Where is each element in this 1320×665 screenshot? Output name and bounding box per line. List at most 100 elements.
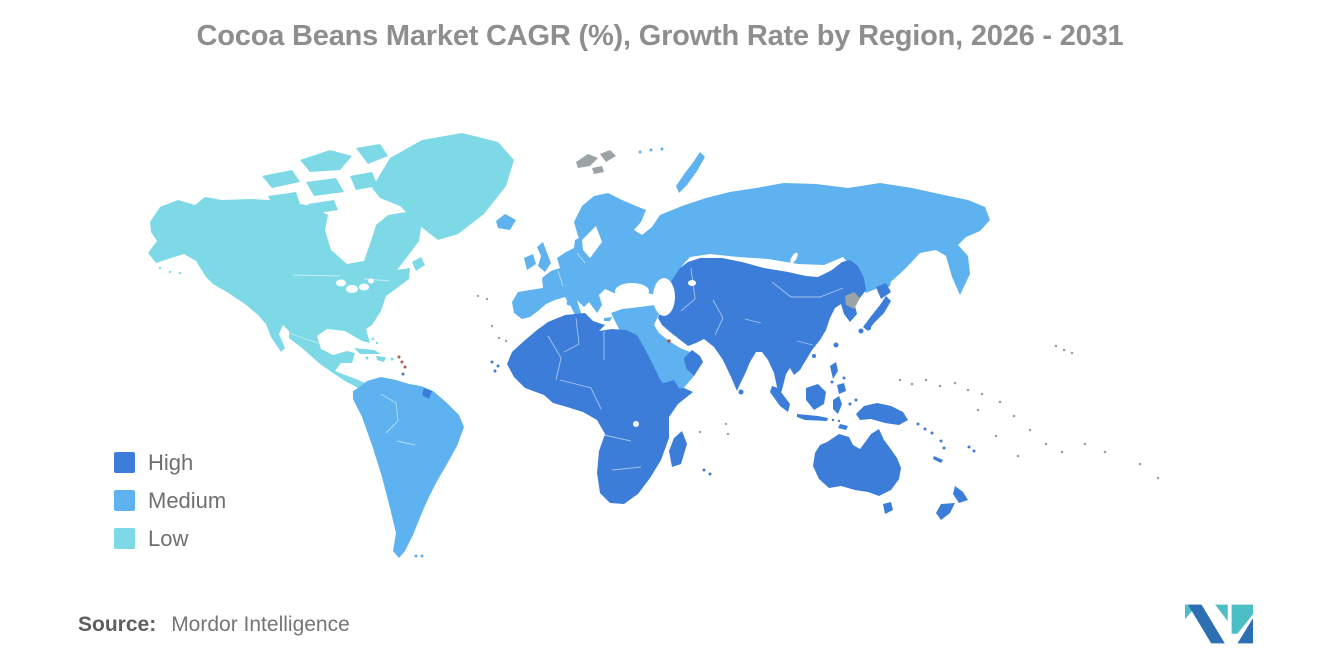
island-sulawesi [833, 396, 842, 414]
island-hokkaido [876, 283, 891, 299]
island-corsica [567, 292, 571, 296]
region-high [401, 258, 976, 520]
island-kyushu [858, 328, 864, 334]
island-solomon-2 [923, 427, 927, 431]
region-no-data [476, 150, 1160, 480]
legend-item-medium: Medium [114, 490, 226, 512]
legend-swatch-high [114, 452, 135, 473]
island-borneo [806, 384, 826, 410]
landmass-hispaniola [376, 356, 386, 362]
island-bahamas-1 [371, 337, 375, 341]
island-falkland-2 [420, 554, 424, 558]
landmass-north-korea [845, 292, 860, 309]
landmass-yemen [652, 380, 680, 395]
island-speck [1012, 414, 1016, 418]
island-mindanao [837, 383, 846, 394]
landmass-ireland [524, 254, 536, 270]
island-philippines-2 [842, 376, 846, 380]
island-seychelles [698, 430, 702, 434]
island-speck [938, 384, 942, 388]
country-borders [288, 252, 844, 471]
island-sumatra [770, 386, 790, 412]
landmass-oman-uae [684, 350, 703, 376]
island-jamaica [365, 356, 369, 360]
island-nz-south [936, 503, 955, 520]
island-qatar [667, 339, 671, 343]
island-aleutian-3 [178, 271, 182, 275]
island-vanuatu-2 [942, 446, 946, 450]
landmass-svalbard-1 [576, 154, 598, 168]
island-speck [966, 388, 970, 392]
landmass-asia [658, 258, 866, 393]
island-hawaii-3 [1070, 351, 1074, 355]
island-speck [1028, 428, 1032, 432]
island-maldives-1 [724, 422, 728, 426]
landmass-svalbard-3 [592, 166, 604, 174]
landmass-great-britain [537, 242, 551, 272]
island-speck [1044, 442, 1048, 446]
lake-superior [336, 279, 346, 287]
island-java [797, 414, 828, 421]
island-speck [898, 378, 902, 382]
legend: High Medium Low [114, 452, 226, 566]
island-hawaii-2 [1062, 348, 1066, 352]
island-cape-verde-1 [490, 360, 494, 364]
island-honshu [863, 296, 891, 331]
landmass-newfoundland [412, 257, 425, 271]
island-tasmania [883, 502, 893, 514]
island-cape-verde-2 [496, 364, 500, 368]
chart-title: Cocoa Beans Market CAGR (%), Growth Rate… [196, 20, 1124, 52]
inland-seas [336, 226, 798, 427]
island-speck [1060, 450, 1064, 454]
source-prefix: Source: [78, 613, 157, 636]
landmass-australia [813, 429, 901, 496]
island-moluccas-1 [848, 402, 852, 406]
island-cyprus [619, 315, 623, 319]
logo-blue-diagonal [1187, 604, 1225, 644]
island-hainan [812, 354, 816, 358]
legend-item-high: High [114, 450, 226, 475]
legend-label-high: High [148, 450, 194, 475]
landmass-svalbard-2 [600, 150, 616, 162]
island-franz-josef-1 [638, 150, 642, 154]
landmass-french-guiana [422, 388, 432, 399]
sea-aral [688, 280, 696, 286]
island-azores-1 [476, 294, 480, 298]
island-franz-josef-3 [660, 147, 664, 151]
island-luzon [830, 362, 838, 379]
landmass-sakhalin [884, 250, 896, 290]
island-solomon-1 [916, 422, 920, 426]
logo-teal-wedge-right [1215, 604, 1228, 622]
island-bahamas-2 [375, 341, 379, 345]
island-azores-2 [485, 297, 489, 301]
island-vanuatu-1 [939, 439, 943, 443]
island-puerto-rico [390, 357, 394, 361]
island-speck [1138, 462, 1142, 466]
island-speck [1083, 442, 1087, 446]
island-new-guinea [856, 403, 908, 425]
legend-item-low: Low [114, 526, 226, 551]
island-antilles-3 [403, 365, 407, 369]
source-name: Mordor Intelligence [171, 613, 350, 636]
legend-label-low: Low [148, 526, 189, 551]
landmass-madagascar [669, 431, 687, 467]
island-fiji-1 [967, 445, 971, 449]
lake-michigan-huron [346, 285, 358, 293]
island-speck [998, 400, 1002, 404]
island-sri-lanka [738, 389, 744, 395]
island-canary-2 [504, 339, 508, 343]
island-franz-josef-2 [649, 148, 653, 152]
sea-caspian [653, 278, 675, 316]
lake-erie-ontario [359, 283, 369, 291]
island-crete [604, 317, 612, 321]
island-falkland-1 [414, 554, 418, 558]
island-antilles-1 [397, 355, 401, 359]
island-solomon-3 [930, 431, 934, 435]
island-aleutian-1 [158, 266, 162, 270]
island-lombok [837, 419, 841, 423]
legend-swatch-low [114, 528, 135, 549]
landmass-south-america [353, 377, 464, 558]
island-philippines-1 [830, 380, 834, 384]
